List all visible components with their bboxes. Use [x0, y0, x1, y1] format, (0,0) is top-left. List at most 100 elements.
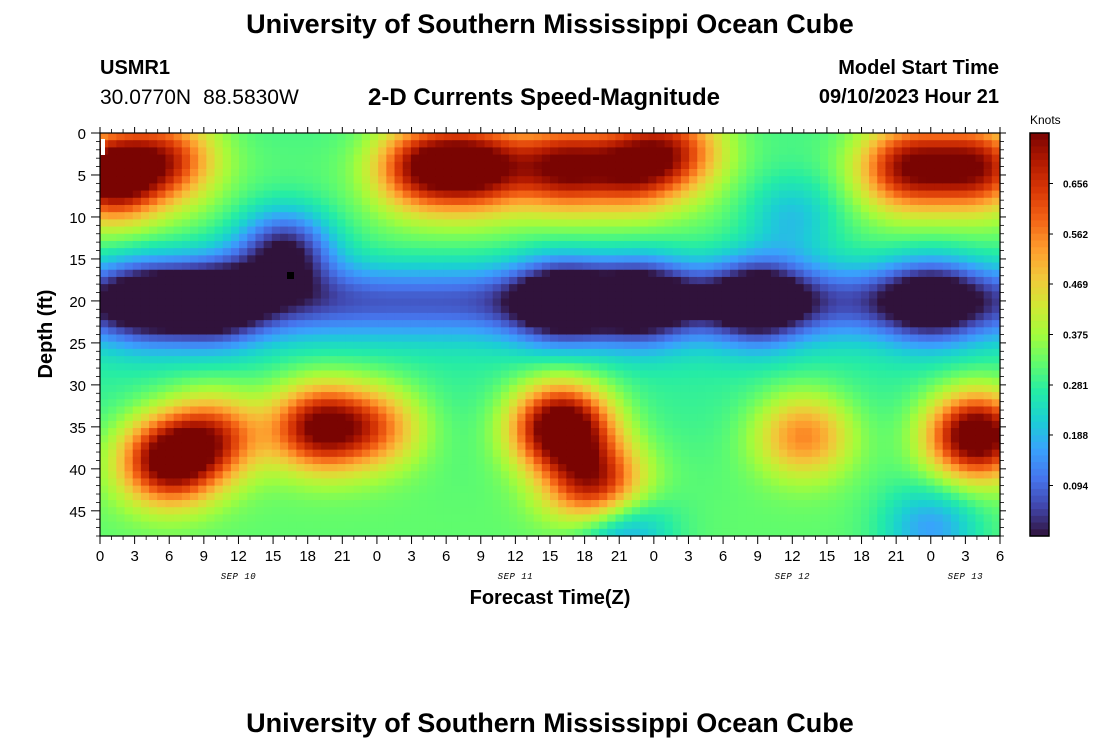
heatmap-cell — [451, 356, 461, 364]
heatmap-cell — [239, 341, 248, 350]
heatmap-cell — [517, 327, 527, 336]
heatmap-cell — [173, 528, 183, 537]
heatmap-cell — [386, 449, 396, 458]
heatmap-cell — [370, 291, 379, 300]
heatmap-cell — [222, 305, 232, 314]
heatmap-cell — [443, 449, 453, 458]
heatmap-cell — [239, 269, 248, 278]
heatmap-cell — [525, 219, 535, 228]
heatmap-cell — [206, 298, 216, 307]
heatmap-cell — [656, 161, 666, 170]
heatmap-cell — [230, 204, 240, 213]
heatmap-cell — [173, 392, 183, 400]
heatmap-cell — [100, 219, 109, 228]
heatmap-cell — [566, 269, 576, 278]
heatmap-cell — [541, 190, 551, 199]
heatmap-cell — [386, 384, 396, 393]
heatmap-cell — [697, 219, 707, 228]
heatmap-cell — [345, 514, 355, 523]
heatmap-cell — [132, 248, 142, 256]
heatmap-cell — [320, 320, 330, 328]
heatmap-cell — [820, 298, 829, 307]
heatmap-cell — [214, 514, 224, 523]
heatmap-cell — [476, 420, 486, 429]
heatmap-cell — [811, 168, 821, 177]
heatmap-cell — [345, 161, 355, 170]
heatmap-cell — [280, 147, 289, 156]
heatmap-cell — [550, 377, 559, 386]
heatmap-cell — [247, 248, 257, 256]
heatmap-cell — [713, 406, 723, 415]
heatmap-cell — [803, 233, 813, 242]
heatmap-cell — [329, 320, 338, 328]
heatmap-cell — [754, 363, 764, 372]
heatmap-cell — [173, 298, 183, 307]
heatmap-cell — [476, 276, 486, 285]
heatmap-cell — [541, 312, 551, 321]
heatmap-cell — [754, 226, 764, 235]
heatmap-cell — [239, 370, 248, 379]
heatmap-cell — [402, 334, 412, 343]
heatmap-cell — [263, 204, 273, 213]
heatmap-cell — [345, 406, 355, 415]
heatmap-cell — [394, 377, 404, 386]
heatmap-cell — [427, 471, 437, 480]
heatmap-cell — [664, 140, 674, 148]
heatmap-cell — [108, 212, 117, 220]
heatmap-cell — [607, 420, 617, 429]
heatmap-cell — [419, 147, 428, 156]
heatmap-cell — [779, 492, 788, 501]
heatmap-cell — [345, 500, 355, 508]
heatmap-cell — [615, 140, 625, 148]
heatmap-cell — [304, 478, 314, 487]
heatmap-cell — [509, 320, 518, 328]
heatmap-cell — [361, 140, 371, 148]
heatmap-cell — [648, 197, 657, 206]
heatmap-cell — [680, 183, 690, 192]
heatmap-cell — [435, 377, 445, 386]
heatmap-cell — [255, 514, 265, 523]
heatmap-cell — [754, 147, 764, 156]
heatmap-cell — [590, 305, 600, 314]
heatmap-cell — [222, 449, 232, 458]
heatmap-cell — [795, 240, 805, 249]
heatmap-cell — [558, 276, 567, 285]
heatmap-cell — [271, 204, 281, 213]
heatmap-cell — [222, 492, 232, 501]
heatmap-cell — [378, 212, 387, 220]
heatmap-cell — [255, 471, 265, 480]
heatmap-cell — [533, 305, 543, 314]
heatmap-cell — [811, 442, 821, 451]
heatmap-cell — [140, 255, 150, 264]
heatmap-cell — [443, 161, 453, 170]
heatmap-cell — [320, 168, 330, 177]
heatmap-cell — [689, 212, 698, 220]
heatmap-cell — [435, 147, 445, 156]
heatmap-cell — [615, 392, 625, 400]
heatmap-cell — [746, 226, 756, 235]
heatmap-cell — [738, 485, 747, 494]
heatmap-cell — [541, 356, 551, 364]
heatmap-cell — [222, 334, 232, 343]
heatmap-cell — [558, 320, 567, 328]
heatmap-cell — [132, 276, 142, 285]
heatmap-cell — [132, 334, 142, 343]
heatmap-cell — [140, 176, 150, 184]
heatmap-cell — [419, 521, 428, 530]
heatmap-cell — [173, 348, 183, 357]
heatmap-cell — [525, 147, 535, 156]
heatmap-cell — [590, 363, 600, 372]
heatmap-cell — [173, 176, 183, 184]
heatmap-cell — [402, 413, 412, 422]
heatmap-cell — [648, 133, 657, 141]
heatmap-cell — [288, 204, 297, 213]
heatmap-cell — [574, 507, 584, 516]
heatmap-cell — [492, 377, 502, 386]
heatmap-cell — [419, 514, 428, 523]
heatmap-cell — [394, 284, 404, 292]
heatmap-cell — [680, 219, 690, 228]
heatmap-cell — [230, 197, 240, 206]
heatmap-cell — [320, 399, 330, 408]
heatmap-cell — [190, 384, 199, 393]
heatmap-cell — [738, 406, 747, 415]
